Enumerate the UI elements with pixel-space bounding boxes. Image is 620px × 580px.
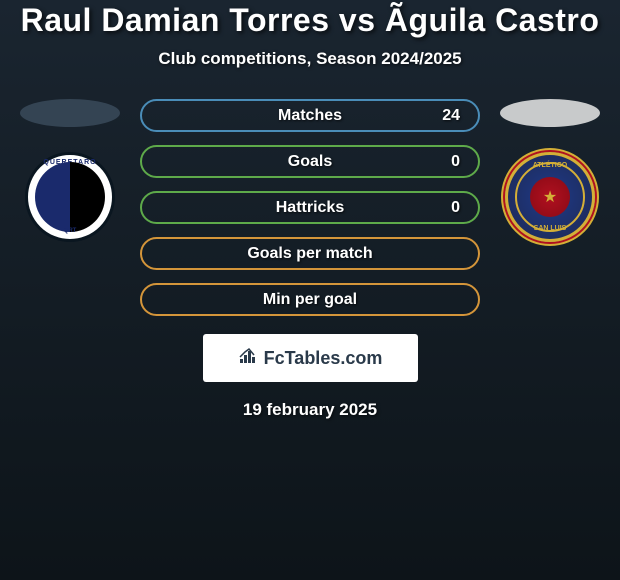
date-text: 19 february 2025 bbox=[243, 400, 377, 420]
stat-row-min-per-goal: Min per goal bbox=[140, 283, 480, 316]
stat-value-right: 24 bbox=[442, 107, 460, 125]
subtitle: Club competitions, Season 2024/2025 bbox=[0, 49, 620, 69]
stat-label: Min per goal bbox=[263, 291, 357, 309]
stat-label: Goals bbox=[288, 153, 332, 171]
right-club-name-bottom: SAN LUIS bbox=[517, 225, 583, 232]
stat-label: Matches bbox=[278, 107, 342, 125]
stat-row-hattricks: Hattricks 0 bbox=[140, 191, 480, 224]
left-player-placeholder bbox=[20, 99, 120, 127]
stat-label: Goals per match bbox=[247, 245, 372, 263]
chart-icon bbox=[238, 347, 258, 370]
stat-row-goals-per-match: Goals per match bbox=[140, 237, 480, 270]
stat-value-right: 0 bbox=[451, 199, 460, 217]
left-club-short: QRT bbox=[28, 228, 112, 234]
star-icon: ★ bbox=[543, 187, 557, 207]
right-player-placeholder bbox=[500, 99, 600, 127]
footer: FcTables.com 19 february 2025 bbox=[0, 334, 620, 420]
stat-row-matches: Matches 24 bbox=[140, 99, 480, 132]
stats-column: Matches 24 Goals 0 Hattricks 0 Goals per… bbox=[140, 99, 480, 316]
right-club-name-top: ATLÉTICO bbox=[517, 162, 583, 169]
left-club-badge: QUERETARO QRT bbox=[25, 152, 115, 242]
comparison-row: QUERETARO QRT Matches 24 Goals 0 Hattric… bbox=[0, 99, 620, 316]
stat-row-goals: Goals 0 bbox=[140, 145, 480, 178]
left-player-col: QUERETARO QRT bbox=[20, 99, 120, 242]
page-title: Raul Damian Torres vs Ãguila Castro bbox=[0, 2, 620, 39]
stat-value-right: 0 bbox=[451, 153, 460, 171]
brand-text: FcTables.com bbox=[264, 348, 383, 369]
stat-label: Hattricks bbox=[276, 199, 344, 217]
right-player-col: ATLÉTICO ★ SAN LUIS bbox=[500, 99, 600, 242]
brand-box[interactable]: FcTables.com bbox=[203, 334, 418, 382]
right-club-badge: ATLÉTICO ★ SAN LUIS bbox=[505, 152, 595, 242]
